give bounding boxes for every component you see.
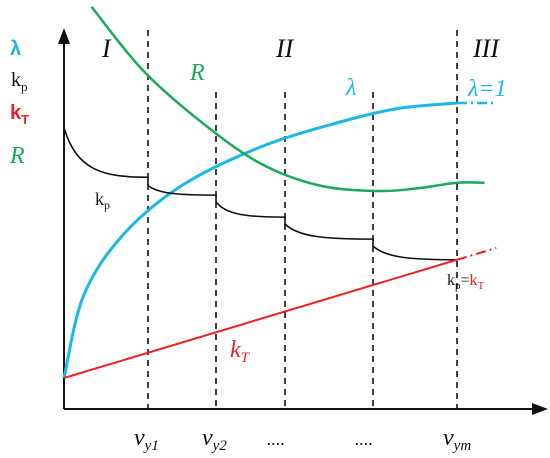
lambda-curve-label: λ (345, 75, 356, 101)
x-tick-main: .... (267, 429, 285, 449)
lambda-eq1-label: λ=1 (467, 76, 507, 102)
kt-series-line (63, 258, 458, 379)
region-label-iii: III (472, 34, 500, 63)
r-curve-label: R (189, 60, 205, 86)
x-tick-label-1: vy1 (134, 425, 159, 454)
x-tick-label-4: .... (355, 429, 373, 449)
kt-dashed-tail (456, 246, 497, 261)
legend-kp: kp (11, 69, 28, 94)
x-tick-label-3: .... (267, 429, 285, 449)
y-axis-arrow-icon (58, 28, 70, 44)
r-series-line (90, 5, 485, 193)
x-tick-main: v (443, 425, 454, 451)
kt-curve-label: kT (230, 337, 251, 366)
legend-kt: kT (10, 102, 29, 127)
x-tick-sub: y2 (211, 438, 228, 454)
lambda-series-line (62, 101, 458, 379)
x-tick-main: .... (355, 429, 373, 449)
x-tick-main: v (202, 425, 213, 451)
x-tick-labels: vy1 vy2........ vym (134, 425, 471, 454)
x-tick-label-2: vy2 (202, 425, 227, 454)
legend-lambda: λ (10, 38, 21, 60)
vertical-dashed-lines (147, 30, 458, 409)
legend-r: R (9, 143, 25, 169)
kp-eq-kt-label: kp=kT (447, 272, 485, 292)
region-label-ii: II (275, 34, 295, 63)
x-tick-main: v (134, 425, 145, 451)
kp-curve-label: kp (95, 189, 110, 212)
kp-series-line (63, 127, 458, 261)
region-label-i: I (101, 34, 112, 63)
x-tick-label-5: vym (443, 425, 471, 454)
x-axis-arrow-icon (532, 403, 548, 415)
x-tick-sub: y1 (143, 438, 159, 454)
x-tick-sub: ym (452, 438, 472, 454)
